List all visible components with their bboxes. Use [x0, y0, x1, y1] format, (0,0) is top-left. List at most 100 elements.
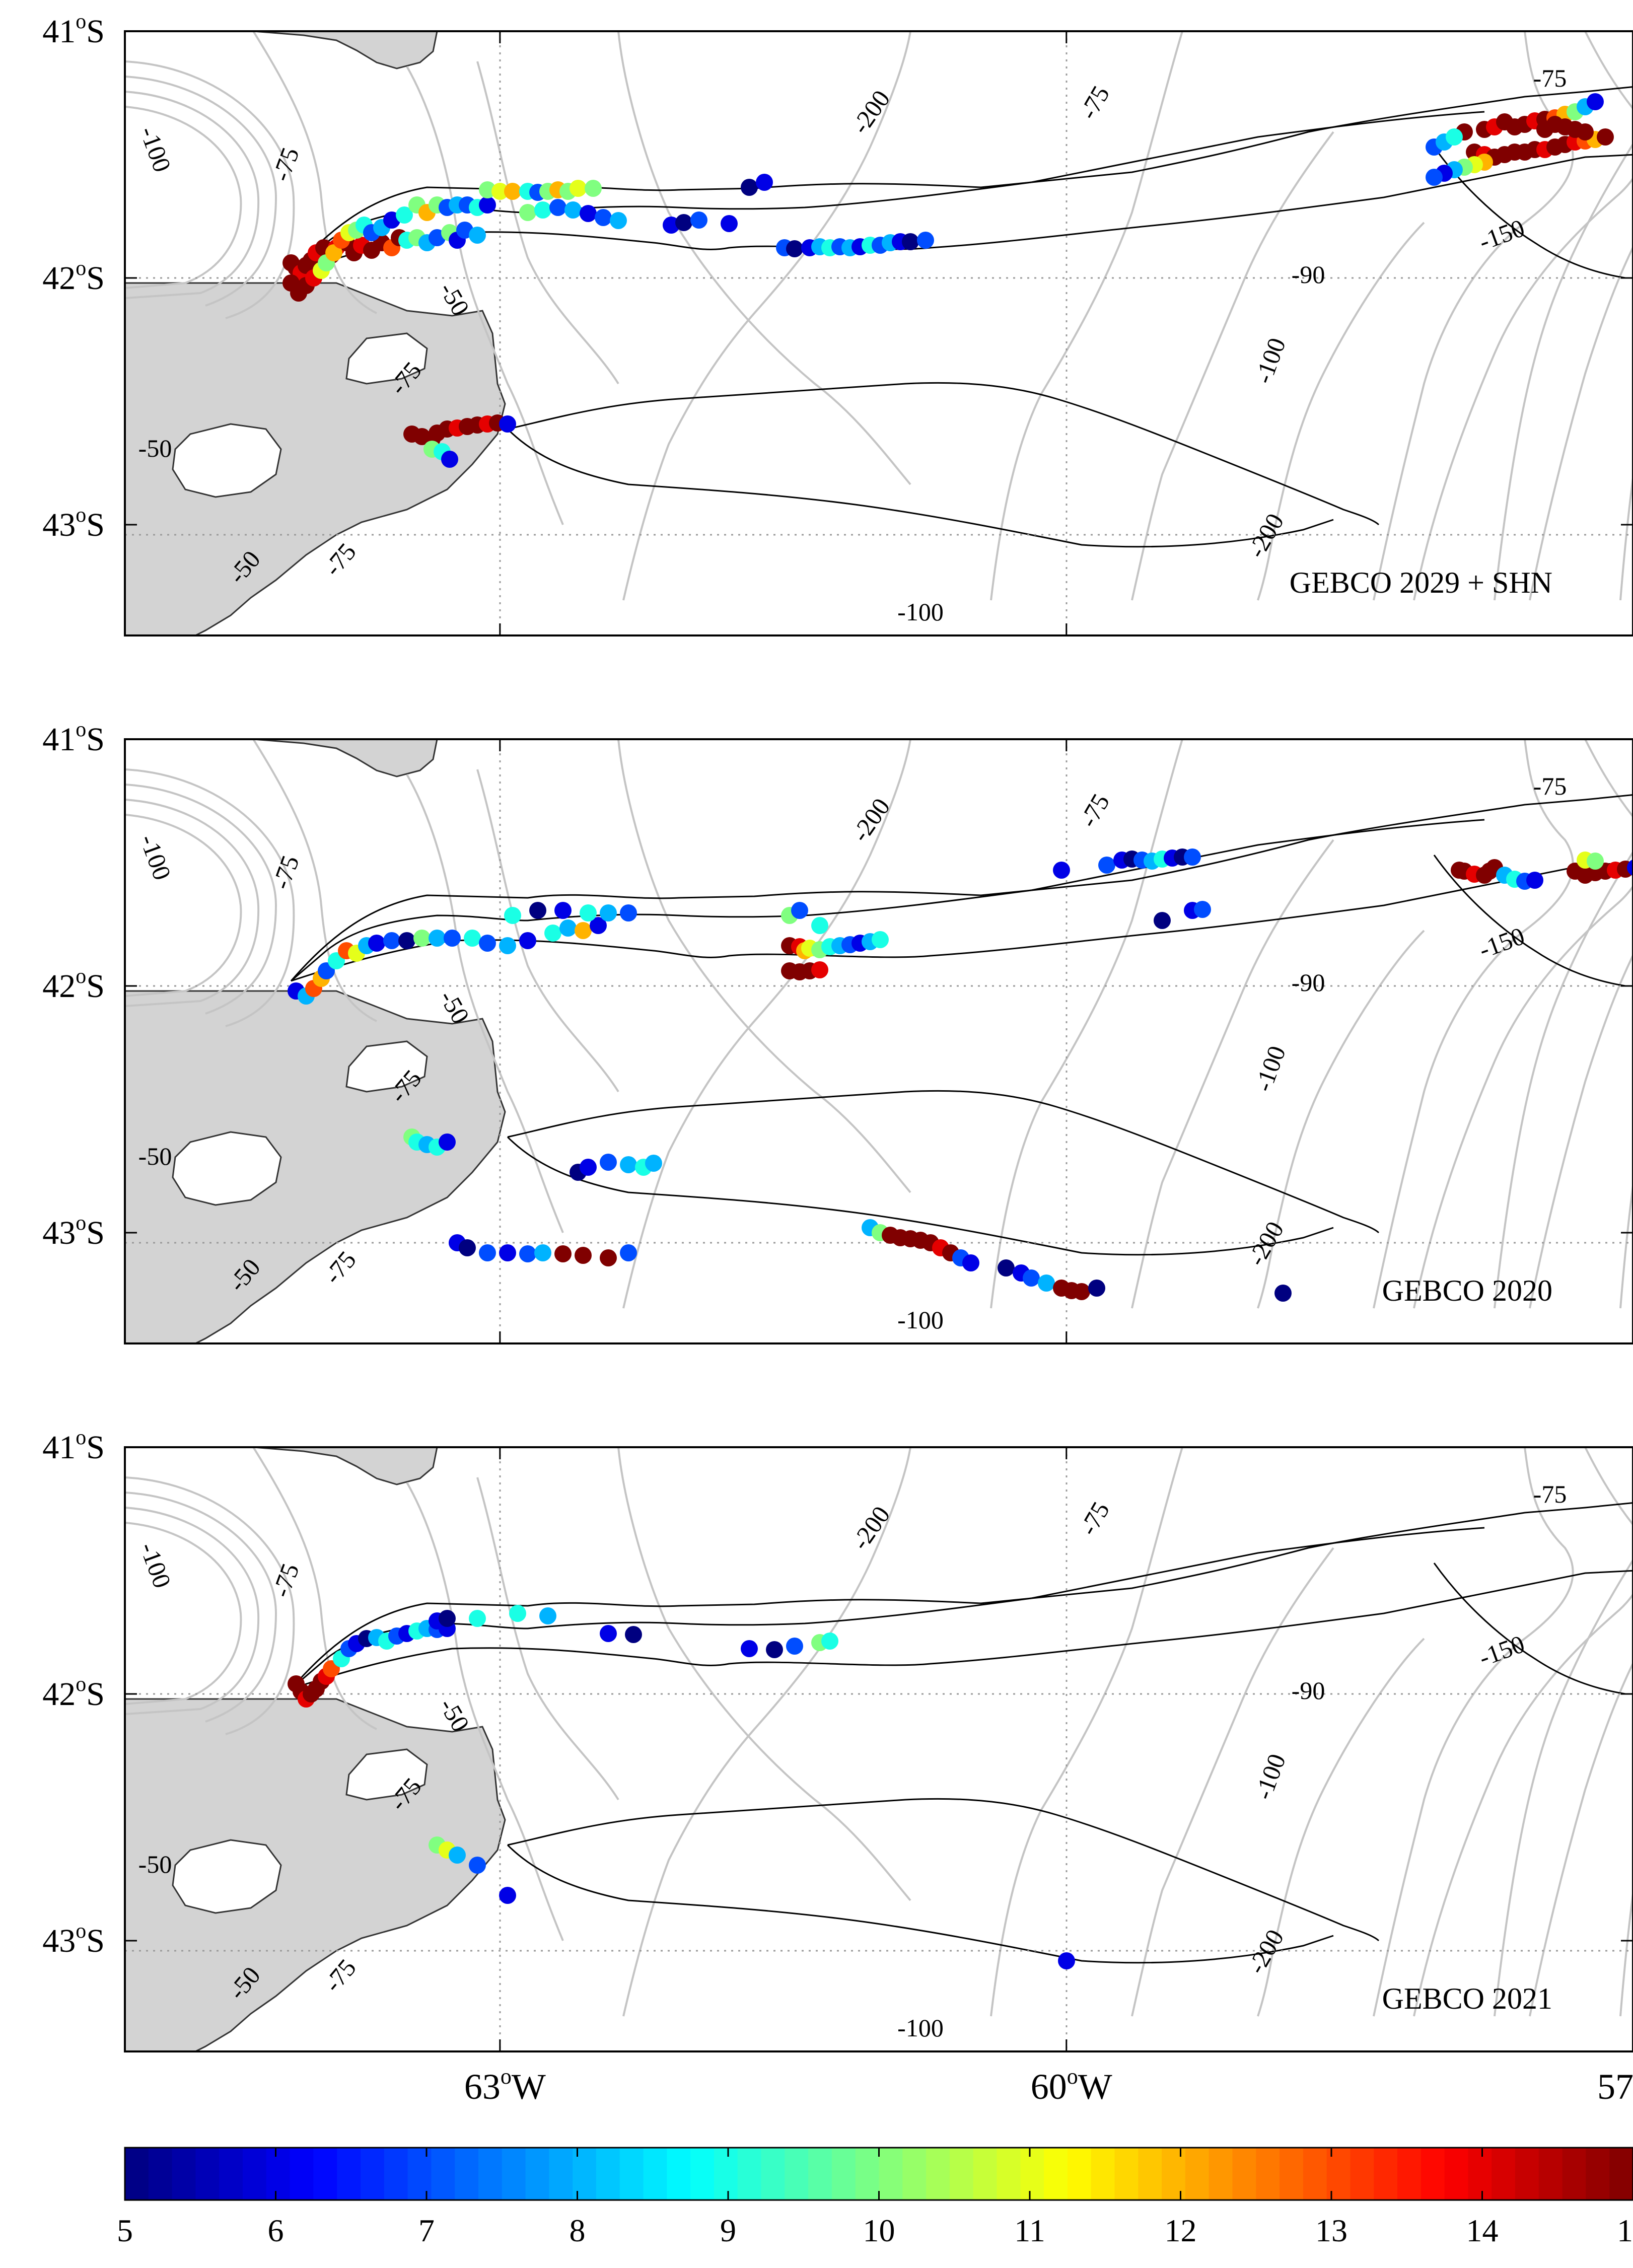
observation-point	[479, 1244, 496, 1261]
colorbar-tick-label: 13	[1315, 2213, 1347, 2248]
colorbar-segment	[902, 2148, 927, 2200]
lon-label: 60oW	[1031, 2064, 1112, 2107]
observation-point	[821, 1633, 838, 1650]
observation-point	[620, 1156, 637, 1173]
observation-point	[690, 211, 707, 229]
colorbar-segment	[1044, 2148, 1068, 2200]
observation-point	[811, 961, 828, 978]
observation-point	[786, 240, 803, 257]
observation-point	[464, 930, 481, 947]
colorbar-segment	[690, 2148, 715, 2200]
observation-point	[499, 937, 516, 954]
colorbar-segment	[949, 2148, 974, 2200]
observation-point	[595, 209, 612, 226]
lat-label: 41oS	[42, 10, 105, 50]
colorbar-tick-label: 8	[570, 2213, 586, 2248]
colorbar-segment	[573, 2148, 597, 2200]
map-panel-3: -100-75-50-75-200-75-90-150-75-50-100-50…	[42, 1426, 1633, 2052]
colorbar-tick-label: 10	[863, 2213, 895, 2248]
colorbar-segment	[1303, 2148, 1327, 2200]
colorbar: 5 6 7 8 9 10 11 12 13 14 15	[117, 2147, 1633, 2248]
colorbar-segment	[1020, 2148, 1045, 2200]
contour-label: -100	[897, 2014, 944, 2042]
colorbar-segment	[1421, 2148, 1445, 2200]
observation-point	[519, 204, 536, 221]
colorbar-tick-label: 5	[117, 2213, 133, 2248]
observation-point	[1587, 93, 1604, 110]
observation-point	[499, 415, 516, 433]
observation-point	[1088, 1280, 1105, 1297]
observation-point	[544, 925, 561, 942]
colorbar-segment	[290, 2148, 314, 2200]
contour-label: -50	[138, 1142, 172, 1170]
observation-point	[479, 181, 496, 198]
observation-point	[1058, 1952, 1075, 1969]
panel-label: GEBCO 2029 + SHN	[1290, 566, 1552, 599]
colorbar-segment	[337, 2148, 361, 2200]
observation-point	[791, 902, 808, 919]
colorbar-segment	[1114, 2148, 1139, 2200]
colorbar-segment	[761, 2148, 786, 2200]
observation-point	[429, 930, 446, 947]
colorbar-segment	[384, 2148, 408, 2200]
map-panel-2: -100-75-50-75-200-75-90-150-75-50-100-50…	[42, 718, 1633, 1344]
colorbar-segment	[502, 2148, 526, 2200]
colorbar-segment	[619, 2148, 644, 2200]
map-frame	[124, 1446, 1633, 2052]
lat-label: 41oS	[42, 718, 105, 758]
panel-label: GEBCO 2021	[1382, 1982, 1552, 2015]
observation-point	[325, 244, 342, 261]
colorbar-tick-label: 14	[1466, 2213, 1499, 2248]
observation-point	[1274, 1285, 1292, 1302]
observation-point	[509, 1605, 526, 1622]
observation-point	[491, 183, 509, 200]
contour-label: -75	[1533, 772, 1567, 800]
observation-point	[559, 919, 577, 937]
observation-point	[469, 1610, 486, 1627]
observation-point	[580, 1159, 597, 1176]
colorbar-segment	[549, 2148, 574, 2200]
observation-point	[1597, 128, 1614, 146]
colorbar-segment	[1468, 2148, 1493, 2200]
colorbar-segment	[1232, 2148, 1257, 2200]
contour-label: -90	[1292, 260, 1325, 289]
observation-point	[575, 1247, 592, 1264]
observation-point	[756, 174, 773, 191]
colorbar-segment	[407, 2148, 432, 2200]
observation-point	[600, 1249, 617, 1266]
observation-point	[504, 183, 521, 200]
observation-point	[872, 931, 889, 948]
observation-point	[962, 1254, 979, 1271]
colorbar-segment	[1256, 2148, 1281, 2200]
observation-point	[444, 930, 461, 947]
lat-label: 43oS	[42, 504, 105, 543]
colorbar-segment	[879, 2148, 903, 2200]
colorbar-segment	[431, 2148, 456, 2200]
lat-label: 43oS	[42, 1212, 105, 1251]
colorbar-segment	[1162, 2148, 1186, 2200]
colorbar-segment	[1374, 2148, 1398, 2200]
observation-point	[469, 227, 486, 244]
observation-point	[534, 1244, 551, 1261]
observation-point	[441, 451, 458, 468]
colorbar-segment	[667, 2148, 691, 2200]
colorbar-segment	[1515, 2148, 1539, 2200]
colorbar-segment	[1067, 2148, 1092, 2200]
colorbar-tick-label: 12	[1165, 2213, 1197, 2248]
lat-label: 42oS	[42, 257, 105, 297]
observation-point	[620, 1244, 637, 1261]
observation-point	[499, 1887, 516, 1904]
observation-point	[741, 179, 758, 196]
observation-point	[398, 932, 415, 949]
contour-label: -50	[138, 434, 172, 462]
contour-label: -90	[1292, 1676, 1325, 1705]
observation-point	[449, 1847, 466, 1864]
observation-point	[1184, 848, 1201, 866]
observation-point	[519, 1245, 536, 1262]
observation-point	[564, 201, 582, 219]
observation-point	[625, 1626, 642, 1643]
observation-point	[1053, 862, 1070, 879]
observation-point	[610, 212, 627, 229]
